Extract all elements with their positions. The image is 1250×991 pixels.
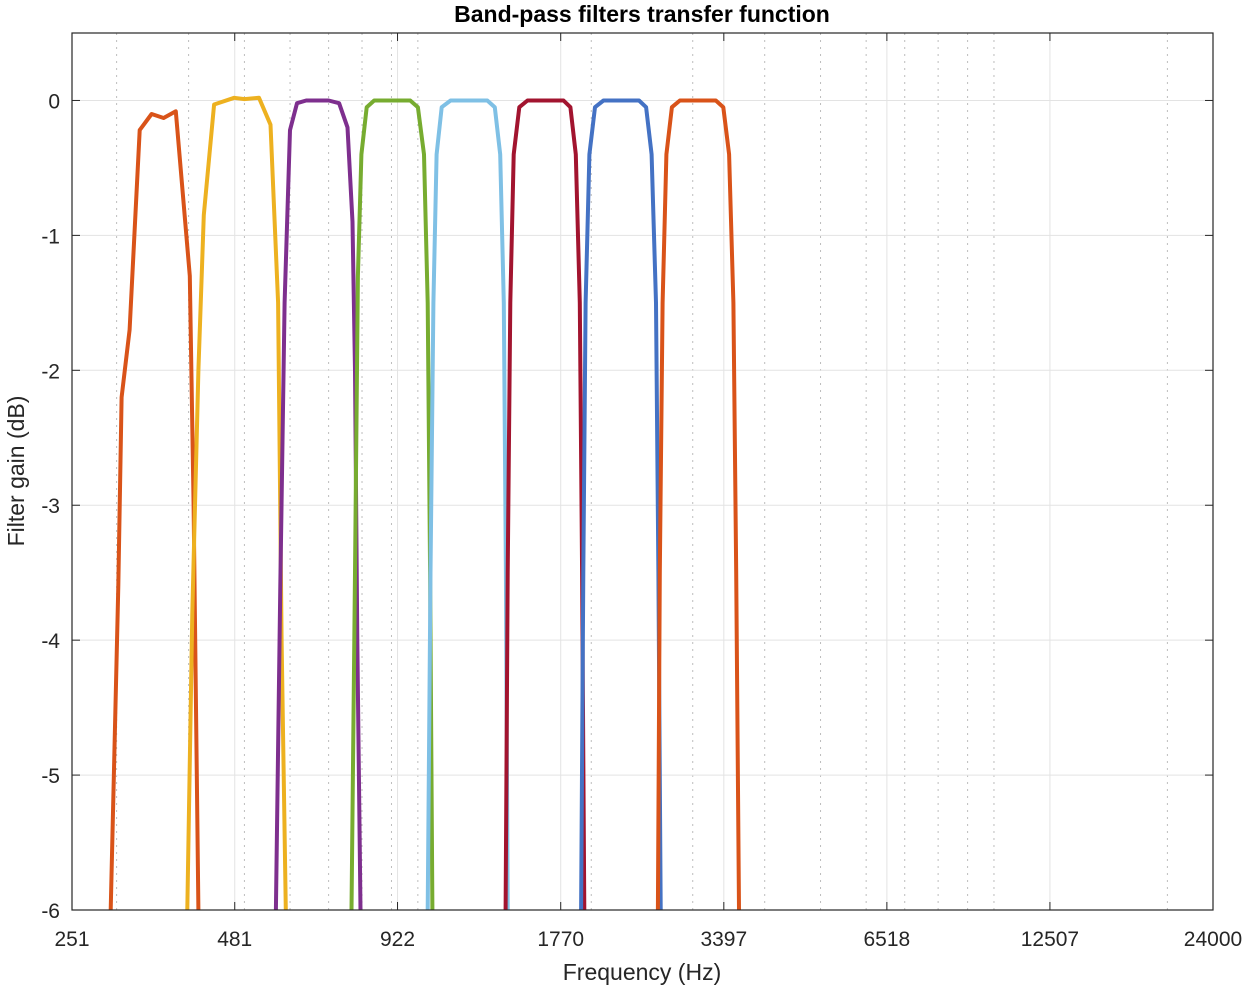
ticks: 251 481 922 1770 3397 6518 12507 24000 0 -1 -2 -3 -4… — [41, 33, 1242, 951]
series-line-8 — [655, 98, 741, 910]
x-axis-label: Frequency (Hz) — [563, 959, 721, 985]
x-tick-label: 1770 — [537, 928, 584, 951]
series-line-6 — [503, 98, 587, 910]
plot-frame — [71, 32, 1214, 911]
y-axis-label: Filter gain (dB) — [3, 396, 29, 547]
grid — [71, 33, 1214, 911]
x-tick-label: 481 — [217, 928, 252, 951]
plot-background — [72, 33, 1213, 910]
series-line-7 — [579, 98, 663, 910]
series-line-4 — [349, 98, 435, 910]
y-tick-label: -2 — [41, 360, 60, 383]
x-tick-label: 12507 — [1021, 928, 1079, 951]
x-tick-label: 922 — [380, 928, 415, 951]
y-tick-label: 0 — [48, 90, 60, 113]
chart-title: Band-pass filters transfer function — [454, 1, 830, 27]
y-tick-label: -4 — [41, 630, 60, 653]
series-line-5 — [425, 98, 510, 910]
y-tick-label: -1 — [41, 225, 60, 248]
series-line-2 — [185, 95, 288, 910]
series-line-1 — [108, 109, 201, 910]
x-tick-label: 3397 — [700, 928, 747, 951]
series-layer — [108, 95, 741, 910]
x-tick-label: 6518 — [864, 928, 911, 951]
y-tick-label: -6 — [41, 900, 60, 923]
y-tick-label: -5 — [41, 765, 60, 788]
x-tick-label: 24000 — [1184, 928, 1242, 951]
x-tick-label: 251 — [54, 928, 89, 951]
y-tick-label: -3 — [41, 495, 60, 518]
